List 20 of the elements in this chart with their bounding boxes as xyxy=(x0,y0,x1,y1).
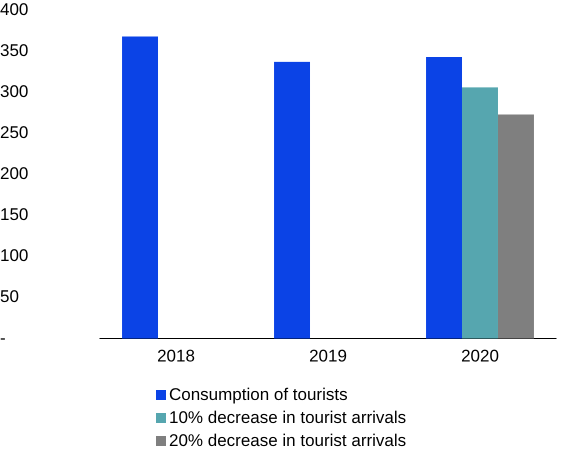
y-tick-label: 250 xyxy=(0,123,28,142)
bar xyxy=(426,56,462,339)
legend-label: 10% decrease in tourist arrivals xyxy=(169,408,406,428)
x-tick-label: 2020 xyxy=(461,346,499,366)
y-tick-label: - xyxy=(0,328,6,348)
y-tick-label: 400 xyxy=(0,0,28,19)
bar xyxy=(122,36,158,339)
x-tick-label: 2019 xyxy=(309,346,347,366)
y-tick-label: 300 xyxy=(0,82,28,101)
bar xyxy=(274,62,310,339)
legend-label: Consumption of tourists xyxy=(169,384,348,404)
y-tick-label: 100 xyxy=(0,246,28,266)
legend-label: 20% decrease in tourist arrivals xyxy=(169,430,406,450)
y-tick-label: 200 xyxy=(0,164,28,184)
bar xyxy=(462,87,498,339)
x-tick-label: 2018 xyxy=(157,346,195,366)
y-tick-label: 50 xyxy=(0,287,19,306)
bar xyxy=(498,114,534,339)
y-tick-label: 150 xyxy=(0,205,28,224)
y-tick-label: 350 xyxy=(0,40,28,60)
